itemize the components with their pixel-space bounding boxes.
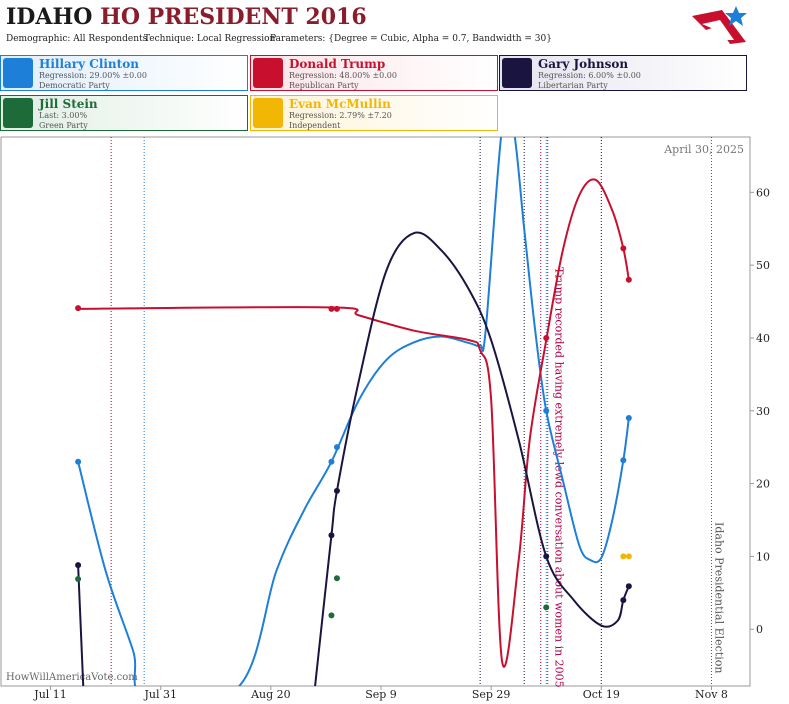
y-tick-label: 50 — [756, 259, 770, 272]
legend-summary: Regression: 6.00% ±0.00 — [538, 71, 641, 80]
x-tick-label: Oct 19 — [583, 688, 620, 701]
x-tick-label: Jul 11 — [33, 688, 67, 701]
x-tick-label: Aug 20 — [250, 688, 291, 701]
data-point — [543, 553, 550, 560]
y-tick-label: 40 — [756, 332, 770, 345]
data-point — [333, 487, 340, 494]
series-line — [78, 178, 630, 668]
data-point — [333, 444, 340, 451]
legend-item: Donald Trump Regression: 48.00% ±0.00 Repu… — [250, 55, 498, 91]
data-point — [543, 407, 550, 414]
data-point — [543, 334, 550, 341]
date-stamp: April 30, 2025 — [663, 143, 744, 156]
data-point — [620, 245, 627, 252]
legend-name: Jill Stein — [39, 97, 98, 111]
legend-name: Evan McMullin — [289, 97, 391, 111]
event-label: Idaho Presidential Election — [712, 522, 725, 674]
data-point — [620, 597, 627, 604]
data-point — [328, 532, 335, 539]
legend-item: Jill Stein Last: 3.00% Green Party — [0, 95, 248, 131]
legend-summary: Regression: 2.79% ±7.20 — [289, 111, 392, 120]
legend-item: Evan McMullin Regression: 2.79% ±7.20 Inde… — [250, 95, 498, 131]
data-point — [328, 612, 335, 619]
y-tick-label: 10 — [756, 550, 770, 563]
data-point — [625, 553, 632, 560]
x-tick-label: Sep 29 — [472, 688, 511, 701]
series-line — [77, 137, 630, 686]
legend-item: Hillary Clinton Regression: 29.00% ±0.00 D… — [0, 55, 248, 91]
data-point — [625, 415, 632, 422]
legend-item: Gary Johnson Regression: 6.00% ±0.00 Liber… — [499, 55, 747, 91]
data-point — [620, 457, 627, 464]
technique: Technique: Local Regression — [144, 34, 276, 44]
y-tick-label: 60 — [756, 186, 770, 199]
legend-icon — [502, 58, 532, 88]
legend-party: Green Party — [39, 121, 88, 130]
y-tick-label: 20 — [756, 478, 770, 491]
event-label: Trump recorded having extremely lewd con… — [553, 267, 566, 688]
data-point — [328, 458, 335, 465]
data-point — [75, 458, 82, 465]
title-text: HO PRESIDENT 2016 — [100, 4, 367, 30]
legend-party: Independent — [289, 121, 341, 130]
demographic: Demographic: All Respondents — [6, 34, 148, 44]
watermark: HowWillAmericaVote.com — [6, 672, 138, 683]
data-point — [333, 575, 340, 582]
legend-summary: Regression: 48.00% ±0.00 — [289, 71, 397, 80]
legend-summary: Last: 3.00% — [39, 111, 88, 120]
parameters: Parameters: {Degree = Cubic, Alpha = 0.7… — [270, 34, 552, 44]
legend-icon — [3, 58, 33, 88]
data-point — [328, 305, 335, 312]
legend-name: Gary Johnson — [538, 57, 629, 71]
data-point — [75, 575, 82, 582]
y-tick-label: 30 — [756, 405, 770, 418]
data-point — [333, 305, 340, 312]
plot-area — [0, 136, 751, 687]
data-point — [75, 305, 82, 312]
y-tick-label: 0 — [756, 623, 763, 636]
x-tick-label: Jul 31 — [143, 688, 177, 701]
legend-icon — [3, 98, 33, 128]
series-line — [77, 231, 630, 686]
data-point — [75, 562, 82, 569]
legend-party: Democratic Party — [39, 81, 110, 90]
data-point — [625, 583, 632, 590]
legend-party: Republican Party — [289, 81, 359, 90]
data-point — [543, 604, 550, 611]
legend-summary: Regression: 29.00% ±0.00 — [39, 71, 147, 80]
x-tick-label: Nov 8 — [695, 688, 728, 701]
logo — [692, 6, 747, 44]
title: IDAHO HO PRESIDENT 2016 — [6, 4, 367, 30]
series-group — [75, 137, 632, 686]
legend-name: Donald Trump — [289, 57, 386, 71]
x-tick-label: Sep 9 — [365, 688, 397, 701]
legend-icon — [253, 98, 283, 128]
legend-icon — [253, 58, 283, 88]
data-point — [620, 553, 627, 560]
legend-name: Hillary Clinton — [39, 57, 139, 71]
state: IDAHO — [6, 4, 93, 30]
data-point — [625, 276, 632, 283]
legend-party: Libertarian Party — [538, 81, 608, 90]
